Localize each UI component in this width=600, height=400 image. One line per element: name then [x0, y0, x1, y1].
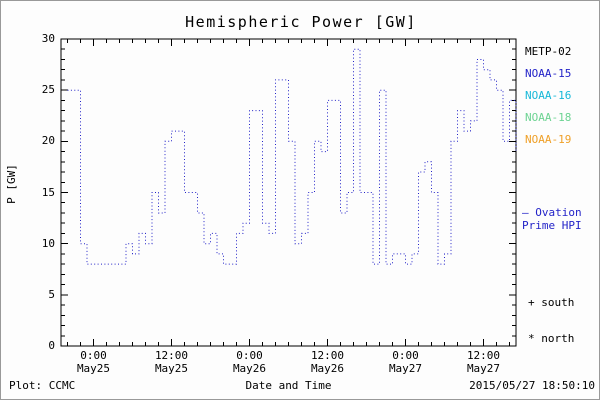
legend-item-noaa-18: NOAA-18: [525, 111, 572, 124]
ovation-legend-line2: Prime HPI: [522, 219, 582, 232]
satellite-legend: METP-02 NOAA-15 NOAA-16 NOAA-18 NOAA-19: [525, 45, 571, 155]
legend-item-noaa-15: NOAA-15: [525, 67, 572, 80]
legend-item-noaa-16: NOAA-16: [525, 89, 572, 102]
ovation-legend-line1: — Ovation: [522, 206, 582, 219]
plot-credit: Plot: CCMC: [9, 379, 76, 392]
legend-item-metp-02: METP-02: [525, 45, 572, 58]
y-axis-title: P [GW]: [5, 164, 18, 204]
legend-item-noaa-19: NOAA-19: [525, 133, 572, 146]
x-axis-title: Date and Time: [245, 379, 332, 392]
north-marker-label: * north: [528, 332, 575, 345]
timestamp: 2015/05/27 18:50:10: [469, 379, 595, 392]
south-marker-label: + south: [528, 296, 575, 309]
hpi-data-line: [67, 48, 517, 265]
ovation-legend: — Ovation Prime HPI: [522, 206, 582, 232]
chart-title: Hemispheric Power [GW]: [185, 13, 417, 31]
plot-box: [60, 38, 517, 347]
